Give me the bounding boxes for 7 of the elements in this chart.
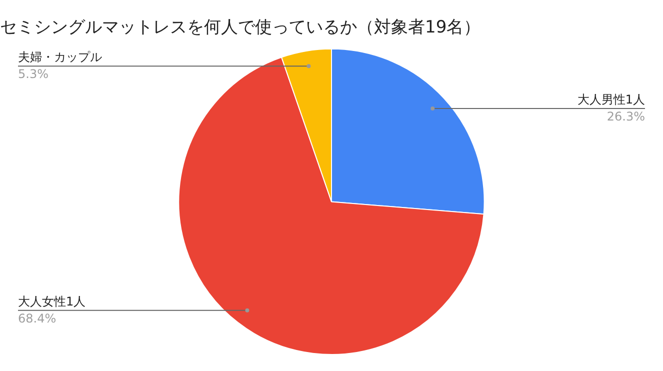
slice-label: 夫婦・カップル [18, 50, 102, 64]
slice-label: 大人女性1人 [18, 294, 86, 308]
data-label: 5.3% [18, 67, 48, 82]
slice-label: 大人男性1人 [577, 92, 645, 107]
chart-title: セミシングルマットレスを何人で使っているか（対象者19名） [0, 18, 481, 38]
data-label: 26.3% [606, 110, 645, 124]
data-label: 68.4% [18, 311, 56, 326]
